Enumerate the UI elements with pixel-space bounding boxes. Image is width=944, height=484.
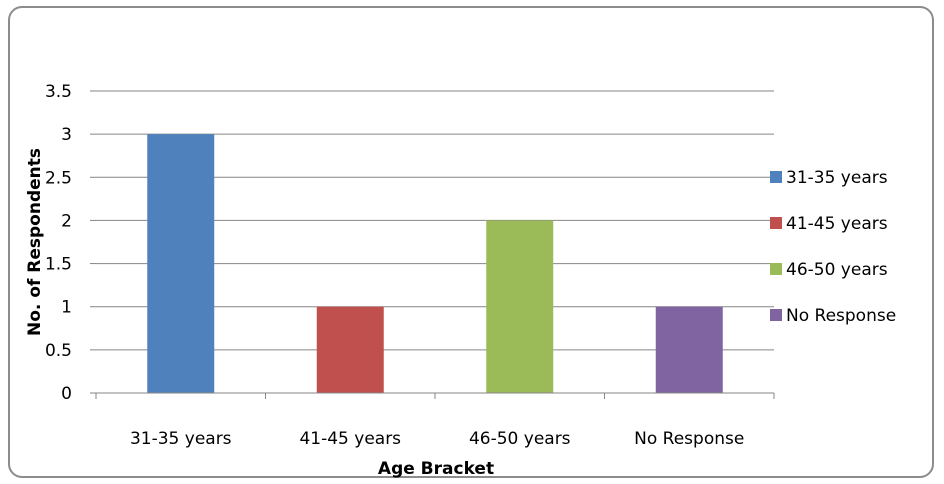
legend-label: 31-35 years — [786, 168, 888, 188]
legend-swatch — [770, 217, 782, 229]
legend-label: 46-50 years — [786, 260, 888, 280]
y-tick-label: 0 — [61, 384, 72, 404]
legend-label: No Response — [786, 306, 896, 326]
bars — [147, 134, 723, 393]
legend-swatch — [770, 309, 782, 321]
x-tick-label: 31-35 years — [130, 429, 232, 449]
x-axis-title: Age Bracket — [378, 459, 494, 479]
bar — [655, 306, 723, 393]
legend: 31-35 years 41-45 years 46-50 years No Resp… — [770, 168, 896, 326]
y-tick-label: 1 — [61, 298, 72, 318]
y-tick-label: 2 — [61, 211, 72, 231]
legend-label: 41-45 years — [786, 214, 888, 234]
bar — [486, 220, 554, 393]
y-tick-label: 2.5 — [45, 168, 72, 188]
x-tick-label: 46-50 years — [469, 429, 571, 449]
x-tick-label: 41-45 years — [299, 429, 401, 449]
y-axis-ticks: 0 0.5 1 1.5 2 2.5 3 3.5 — [45, 82, 96, 404]
x-tick-label: No Response — [634, 429, 744, 449]
legend-swatch — [770, 263, 782, 275]
y-tick-label: 3.5 — [45, 82, 72, 102]
bar — [147, 134, 215, 393]
bar — [316, 306, 384, 393]
y-tick-label: 3 — [61, 125, 72, 145]
y-axis-title: No. of Respondents — [25, 148, 45, 336]
y-tick-label: 1.5 — [45, 255, 72, 275]
x-axis-ticks: 31-35 years 41-45 years 46-50 years No Resp… — [95, 393, 775, 449]
legend-swatch — [770, 171, 782, 183]
y-tick-label: 0.5 — [45, 341, 72, 361]
